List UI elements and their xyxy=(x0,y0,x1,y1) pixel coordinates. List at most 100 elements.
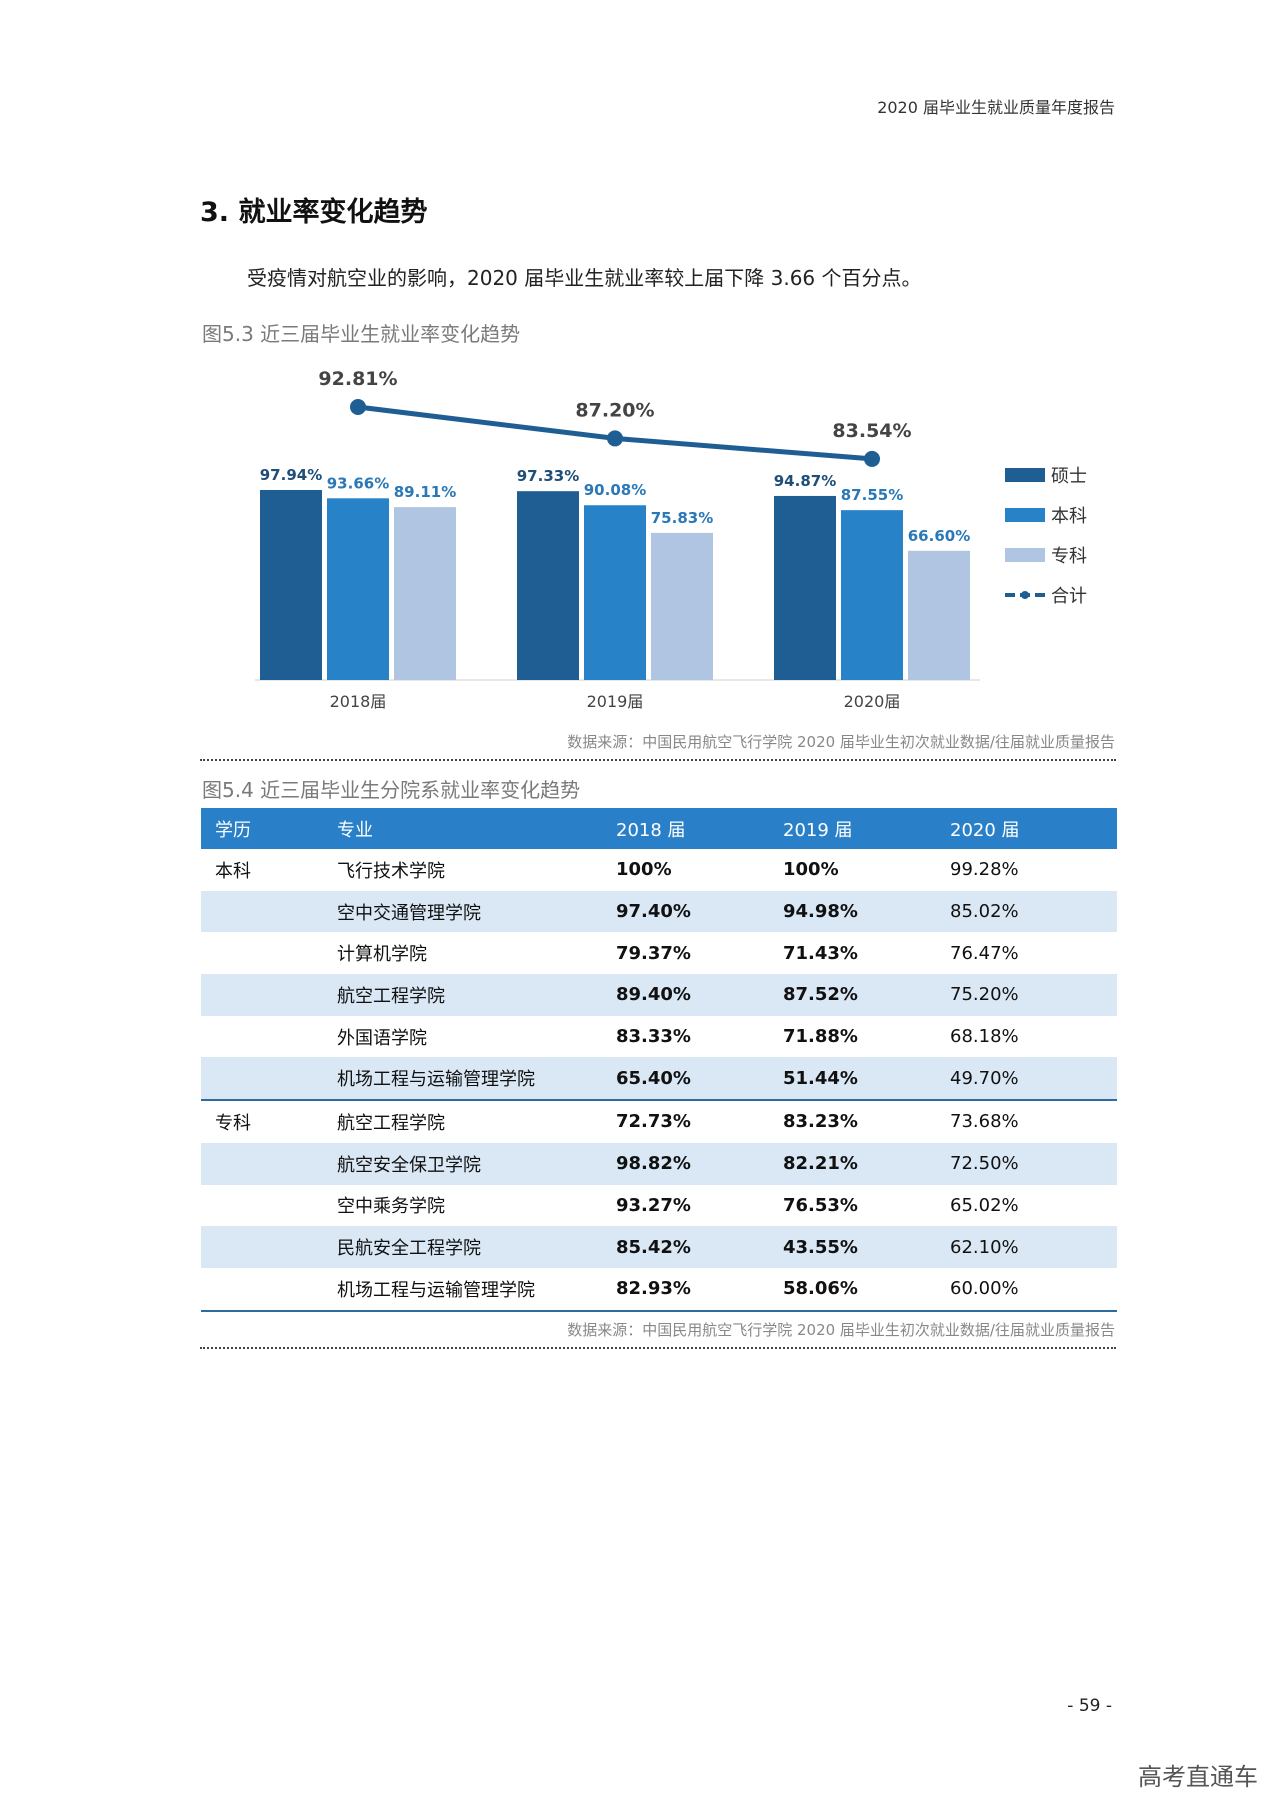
cell-2019: 94.98% xyxy=(783,890,950,933)
watermark: 高考直通车 xyxy=(1138,1763,1258,1791)
data-label: 87.55% xyxy=(841,486,903,504)
cell-education xyxy=(201,1142,337,1185)
cell-2018: 72.73% xyxy=(616,1099,783,1143)
bar-专科-2018届 xyxy=(394,507,456,680)
header-2018: 2018 届 xyxy=(616,808,783,849)
cell-major: 民航安全工程学院 xyxy=(337,1226,616,1268)
cell-2020: 68.18% xyxy=(950,1026,1019,1048)
x-tick-label: 2018届 xyxy=(330,692,387,711)
cell-2019: 71.88% xyxy=(783,1026,858,1048)
cell-2018: 93.27% xyxy=(616,1194,691,1216)
data-label: 97.33% xyxy=(517,467,579,485)
legend-label: 合计 xyxy=(1051,586,1087,607)
cell-education xyxy=(201,890,337,933)
cell-education xyxy=(201,1226,337,1268)
cell-major: 航空安全保卫学院 xyxy=(337,1142,616,1185)
data-label: 90.08% xyxy=(584,481,646,499)
bar-本科-2018届 xyxy=(327,498,389,680)
total-data-label: 83.54% xyxy=(832,420,911,442)
cell-2020: 72.50% xyxy=(950,1142,1117,1185)
cell-2019: 82.21% xyxy=(783,1142,950,1185)
bar-本科-2020届 xyxy=(841,510,903,680)
legend-label: 硕士 xyxy=(1051,466,1087,487)
cell-2018: 83.33% xyxy=(616,1026,691,1048)
cell-2020: 62.10% xyxy=(950,1226,1117,1268)
cell-2020: 73.68% xyxy=(950,1099,1117,1143)
cell-2020: 85.02% xyxy=(950,890,1117,933)
cell-2018: 85.42% xyxy=(616,1226,783,1268)
total-point xyxy=(864,450,880,467)
cell-2019: 87.52% xyxy=(783,974,950,1016)
department-employment-table: 学历 专业 2018 届 2019 届 2020 届 本科 飞行技术学院 100… xyxy=(201,808,1117,1312)
legend-label: 专科 xyxy=(1051,546,1087,567)
cell-2019: 43.55% xyxy=(783,1226,950,1268)
cell-major: 航空工程学院 xyxy=(337,1099,616,1143)
x-tick-label: 2019届 xyxy=(587,692,644,711)
running-header: 2020 届毕业生就业质量年度报告 xyxy=(877,98,1115,117)
header-2019: 2019 届 xyxy=(783,808,950,849)
employment-rate-chart: 97.94% 93.66% 89.11% 2018届 97.33% 90.08% 75.83… xyxy=(255,368,1087,711)
cell-2020: 76.47% xyxy=(950,942,1019,964)
table-row: 民航安全工程学院 85.42% 43.55% 62.10% xyxy=(201,1226,1117,1268)
total-point xyxy=(350,399,366,415)
cell-2019: 58.06% xyxy=(783,1267,950,1312)
data-label: 93.66% xyxy=(327,474,389,492)
section-title: 3. 就业率变化趋势 xyxy=(200,197,428,228)
page-number: - 59 - xyxy=(1067,1696,1112,1716)
cell-major: 计算机学院 xyxy=(337,944,427,966)
table-row: 计算机学院 79.37% 71.43% 76.47% xyxy=(201,932,1117,974)
cell-education: 本科 xyxy=(215,860,251,882)
cell-major: 飞行技术学院 xyxy=(337,860,445,882)
data-label: 66.60% xyxy=(908,527,970,545)
figure-caption-5-3: 图5.3 近三届毕业生就业率变化趋势 xyxy=(202,322,521,346)
cell-major: 空中交通管理学院 xyxy=(337,890,616,933)
table-header-row: 学历 专业 2018 届 2019 届 2020 届 xyxy=(201,808,1117,849)
cell-2018: 97.40% xyxy=(616,890,783,933)
bar-硕士-2019届 xyxy=(517,491,579,680)
legend-swatch-硕士 xyxy=(1005,468,1045,482)
table-row: 外国语学院 83.33% 71.88% 68.18% xyxy=(201,1016,1117,1058)
cell-2018: 89.40% xyxy=(616,974,783,1016)
table-row: 空中交通管理学院 97.40% 94.98% 85.02% xyxy=(201,890,1117,933)
bar-专科-2019届 xyxy=(651,532,713,680)
cell-2018: 98.82% xyxy=(616,1142,783,1185)
cell-2020: 75.20% xyxy=(950,974,1117,1016)
bar-本科-2019届 xyxy=(584,505,646,680)
cell-education xyxy=(201,1267,337,1312)
legend-swatch-本科 xyxy=(1005,508,1045,522)
data-label: 94.87% xyxy=(774,472,836,490)
legend-swatch-专科 xyxy=(1005,548,1045,562)
cell-2018: 65.40% xyxy=(616,1057,783,1101)
cell-2019: 51.44% xyxy=(783,1057,950,1101)
table-row: 机场工程与运输管理学院 82.93% 58.06% 60.00% xyxy=(201,1267,1117,1312)
table-row: 航空安全保卫学院 98.82% 82.21% 72.50% xyxy=(201,1142,1117,1185)
cell-education xyxy=(201,1016,337,1058)
data-label: 75.83% xyxy=(651,509,713,527)
total-point xyxy=(607,430,623,447)
cell-education xyxy=(201,932,337,974)
cell-2019: 83.23% xyxy=(783,1099,950,1143)
legend-marker-total xyxy=(1021,591,1029,599)
total-data-label: 87.20% xyxy=(575,399,654,421)
cell-2018: 82.93% xyxy=(616,1267,783,1312)
cell-2020: 99.28% xyxy=(950,859,1019,881)
cell-major: 外国语学院 xyxy=(337,1027,427,1049)
cell-major: 机场工程与运输管理学院 xyxy=(337,1267,616,1312)
figure-caption-5-4: 图5.4 近三届毕业生分院系就业率变化趋势 xyxy=(202,778,581,802)
table-row: 机场工程与运输管理学院 65.40% 51.44% 49.70% xyxy=(201,1057,1117,1101)
cell-2018: 79.37% xyxy=(616,942,691,964)
divider xyxy=(200,759,1116,761)
intro-paragraph: 受疫情对航空业的影响，2020 届毕业生就业率较上届下降 3.66 个百分点。 xyxy=(247,266,922,290)
cell-major: 空中乘务学院 xyxy=(337,1196,445,1218)
data-label: 97.94% xyxy=(260,466,322,484)
bar-硕士-2020届 xyxy=(774,495,836,680)
header-education: 学历 xyxy=(201,808,337,849)
cell-2018: 100% xyxy=(616,859,672,881)
cell-2019: 100% xyxy=(783,859,839,881)
cell-2019: 76.53% xyxy=(783,1194,858,1216)
cell-education xyxy=(201,1185,337,1227)
cell-education: 专科 xyxy=(201,1099,337,1143)
bar-专科-2020届 xyxy=(908,550,970,680)
cell-education xyxy=(201,1057,337,1101)
table-row: 空中乘务学院 93.27% 76.53% 65.02% xyxy=(201,1185,1117,1227)
